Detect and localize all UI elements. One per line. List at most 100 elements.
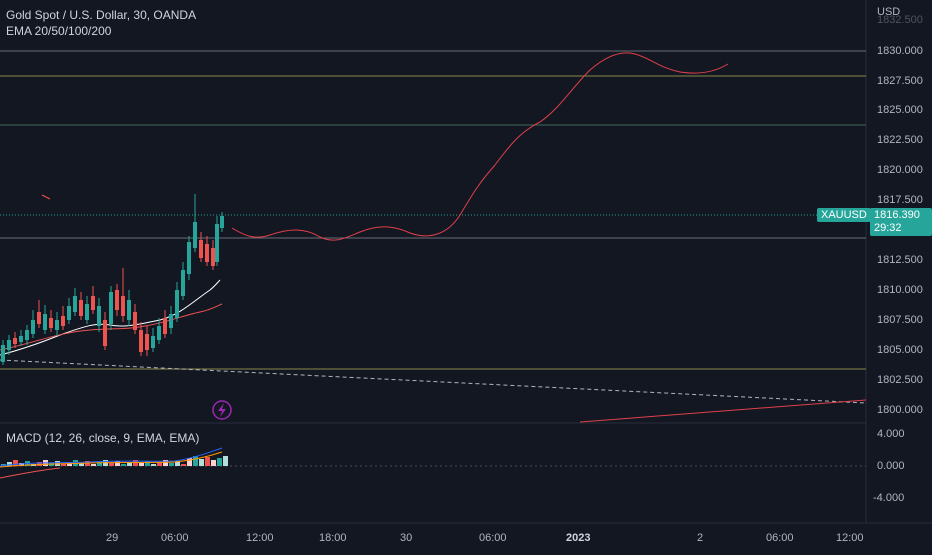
candle-body xyxy=(127,300,131,320)
price-tick: 1817.500 xyxy=(877,194,923,206)
candle-body xyxy=(193,222,197,248)
current-price-value: 1816.390 xyxy=(874,209,920,221)
candlesticks xyxy=(1,194,224,365)
macd-bar xyxy=(211,460,216,466)
candle-body xyxy=(115,290,119,310)
macd-bar xyxy=(7,462,12,466)
macd-tick: 4.000 xyxy=(877,428,905,440)
candle-body xyxy=(49,318,53,328)
macd-line xyxy=(0,447,223,467)
time-tick: 29 xyxy=(106,532,119,544)
candle-body xyxy=(157,326,161,340)
time-tick: 30 xyxy=(400,532,413,544)
macd-bar xyxy=(127,462,132,466)
macd-bar xyxy=(193,456,198,466)
price-tick: 1827.500 xyxy=(877,75,923,87)
candle-body xyxy=(43,314,47,330)
candle-body xyxy=(91,296,95,310)
macd-bar xyxy=(13,460,18,466)
symbol-tag: XAUUSD xyxy=(817,208,871,222)
candle-body xyxy=(73,296,77,312)
macd-bar xyxy=(37,462,42,466)
candle-body xyxy=(109,292,113,324)
macd-lower-line xyxy=(0,467,61,479)
candle-body xyxy=(85,304,89,320)
dashed-trendline xyxy=(0,359,867,404)
price-tick: 1810.000 xyxy=(877,284,923,296)
current-price-tag: 1816.390 29:32 xyxy=(870,208,932,236)
price-tick: 1802.500 xyxy=(877,374,923,386)
macd-bar xyxy=(175,461,180,466)
candle-body xyxy=(169,314,173,328)
candle-body xyxy=(97,306,101,326)
projection-ray xyxy=(579,399,867,423)
time-tick: 12:00 xyxy=(246,532,274,544)
candle-body xyxy=(7,340,11,350)
projected-path xyxy=(231,52,729,241)
lightning-icon[interactable] xyxy=(212,400,232,420)
time-tick: 06:00 xyxy=(766,532,794,544)
candle-body xyxy=(151,336,155,348)
ema-fragment xyxy=(41,194,51,200)
symbol-title[interactable]: Gold Spot / U.S. Dollar, 30, OANDA xyxy=(6,8,197,22)
macd-legend[interactable]: MACD (12, 26, close, 9, EMA, EMA) xyxy=(6,431,200,445)
macd-bar xyxy=(1,464,6,466)
candle-body xyxy=(205,244,209,262)
macd-bar xyxy=(97,462,102,466)
time-tick: 06:00 xyxy=(479,532,507,544)
candle-body xyxy=(25,330,29,340)
macd-bar xyxy=(115,461,120,466)
macd-bar xyxy=(133,460,138,466)
candle-body xyxy=(19,336,23,342)
macd-bar xyxy=(121,464,126,466)
price-tick: 1812.500 xyxy=(877,254,923,266)
macd-bar xyxy=(181,464,186,466)
time-tick: 06:00 xyxy=(161,532,189,544)
candle-body xyxy=(1,345,5,362)
price-tick: 1820.000 xyxy=(877,164,923,176)
macd-bar xyxy=(169,463,174,466)
candle-body xyxy=(139,330,143,352)
macd-tick: 0.000 xyxy=(877,460,905,472)
ema-50-line xyxy=(0,303,223,351)
price-tick: 1807.500 xyxy=(877,314,923,326)
candle-body xyxy=(215,224,219,262)
candle-body xyxy=(67,306,71,320)
macd-bar xyxy=(157,462,162,466)
macd-bar xyxy=(91,464,96,466)
candle-body xyxy=(145,334,149,350)
candle-body xyxy=(79,300,83,316)
candle-body xyxy=(181,270,185,296)
macd-bar xyxy=(151,464,156,466)
candle-body xyxy=(37,312,41,324)
candle-body xyxy=(61,316,65,326)
candle-body xyxy=(220,216,224,228)
macd-bar xyxy=(163,460,168,466)
candle-body xyxy=(211,248,215,266)
currency-label: USD xyxy=(877,6,901,18)
candle-body xyxy=(133,312,137,330)
macd-bar xyxy=(139,463,144,466)
candle-body xyxy=(103,320,107,346)
macd-bar xyxy=(145,461,150,466)
price-tick: 1800.000 xyxy=(877,404,923,416)
price-tick-partial: 1832.500 xyxy=(877,14,923,26)
candle-body xyxy=(163,318,167,334)
macd-bar xyxy=(79,463,84,466)
price-tick: 1825.000 xyxy=(877,104,923,116)
macd-bar xyxy=(199,459,204,466)
price-tick: 1830.000 xyxy=(877,45,923,57)
price-tick: 1805.000 xyxy=(877,344,923,356)
price-tick: 1822.500 xyxy=(877,134,923,146)
macd-bar xyxy=(109,463,114,466)
candle-body xyxy=(199,240,203,258)
candle-body xyxy=(13,338,17,344)
macd-bar xyxy=(205,457,210,466)
indicator-legend[interactable]: EMA 20/50/100/200 xyxy=(6,24,112,38)
macd-tick: -4.000 xyxy=(873,492,905,504)
candle-body xyxy=(31,320,35,334)
candle-body xyxy=(55,320,59,330)
time-tick: 2023 xyxy=(566,532,591,544)
